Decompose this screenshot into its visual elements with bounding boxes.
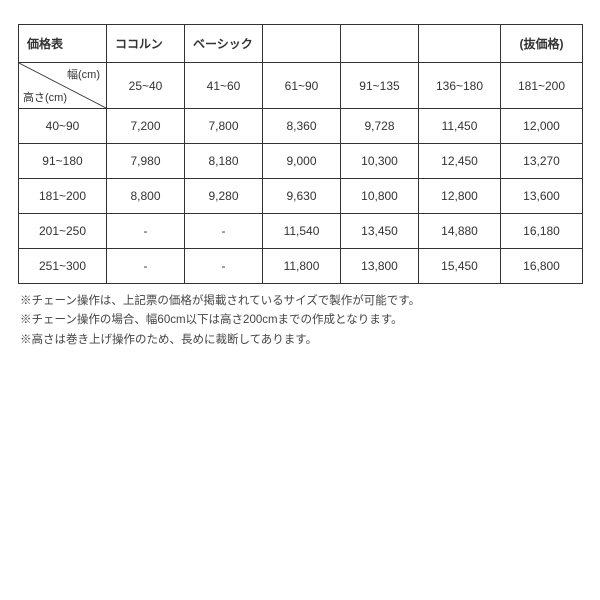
height-label: 91~180: [19, 144, 107, 179]
price-cell: 7,980: [107, 144, 185, 179]
price-cell: 10,800: [341, 179, 419, 214]
price-cell: 11,540: [263, 214, 341, 249]
note-line: ※チェーン操作の場合、幅60cm以下は高さ200cmまでの作成となります。: [20, 311, 582, 329]
width-axis-label: 幅(cm): [67, 66, 100, 82]
price-cell: 13,800: [341, 249, 419, 284]
price-cell: 9,728: [341, 109, 419, 144]
blank-header: [419, 25, 501, 63]
table-row: 201~250 - - 11,540 13,450 14,880 16,180: [19, 214, 583, 249]
width-col: 91~135: [341, 63, 419, 109]
price-cell: 10,300: [341, 144, 419, 179]
note-line: ※高さは巻き上げ操作のため、長めに裁断してあります。: [20, 331, 582, 349]
width-header-row: 幅(cm) 高さ(cm) 25~40 41~60 61~90 91~135 13…: [19, 63, 583, 109]
price-cell: 15,450: [419, 249, 501, 284]
price-cell: 16,800: [501, 249, 583, 284]
price-table: 価格表 ココルン ベーシック (抜価格) 幅(cm) 高さ(cm) 25~40 …: [18, 24, 583, 284]
price-cell: 16,180: [501, 214, 583, 249]
height-axis-label: 高さ(cm): [23, 89, 67, 105]
brand-2: ベーシック: [185, 25, 263, 63]
price-cell: 12,000: [501, 109, 583, 144]
price-cell: 11,800: [263, 249, 341, 284]
price-cell: -: [185, 214, 263, 249]
price-cell: 12,800: [419, 179, 501, 214]
price-cell: -: [185, 249, 263, 284]
price-cell: 9,000: [263, 144, 341, 179]
blank-header: [263, 25, 341, 63]
width-col: 181~200: [501, 63, 583, 109]
price-cell: 14,880: [419, 214, 501, 249]
price-cell: -: [107, 249, 185, 284]
price-cell: 7,800: [185, 109, 263, 144]
price-cell: 13,600: [501, 179, 583, 214]
diagonal-header: 幅(cm) 高さ(cm): [19, 63, 107, 109]
brand-1: ココルン: [107, 25, 185, 63]
table-row: 251~300 - - 11,800 13,800 15,450 16,800: [19, 249, 583, 284]
price-cell: 11,450: [419, 109, 501, 144]
width-col: 136~180: [419, 63, 501, 109]
width-col: 25~40: [107, 63, 185, 109]
price-cell: 7,200: [107, 109, 185, 144]
price-cell: 9,630: [263, 179, 341, 214]
table-row: 181~200 8,800 9,280 9,630 10,800 12,800 …: [19, 179, 583, 214]
height-label: 40~90: [19, 109, 107, 144]
height-label: 201~250: [19, 214, 107, 249]
table-row: 91~180 7,980 8,180 9,000 10,300 12,450 1…: [19, 144, 583, 179]
blank-header: [341, 25, 419, 63]
price-cell: 12,450: [419, 144, 501, 179]
price-cell: -: [107, 214, 185, 249]
title-row: 価格表 ココルン ベーシック (抜価格): [19, 25, 583, 63]
table-row: 40~90 7,200 7,800 8,360 9,728 11,450 12,…: [19, 109, 583, 144]
price-cell: 13,270: [501, 144, 583, 179]
notes-block: ※チェーン操作は、上記票の価格が掲載されているサイズで製作が可能です。 ※チェー…: [18, 292, 582, 349]
height-label: 251~300: [19, 249, 107, 284]
price-cell: 8,360: [263, 109, 341, 144]
price-cell: 9,280: [185, 179, 263, 214]
table-title: 価格表: [19, 25, 107, 63]
price-cell: 8,180: [185, 144, 263, 179]
note-line: ※チェーン操作は、上記票の価格が掲載されているサイズで製作が可能です。: [20, 292, 582, 310]
price-cell: 8,800: [107, 179, 185, 214]
width-col: 61~90: [263, 63, 341, 109]
width-col: 41~60: [185, 63, 263, 109]
height-label: 181~200: [19, 179, 107, 214]
price-cell: 13,450: [341, 214, 419, 249]
price-note-header: (抜価格): [501, 25, 583, 63]
